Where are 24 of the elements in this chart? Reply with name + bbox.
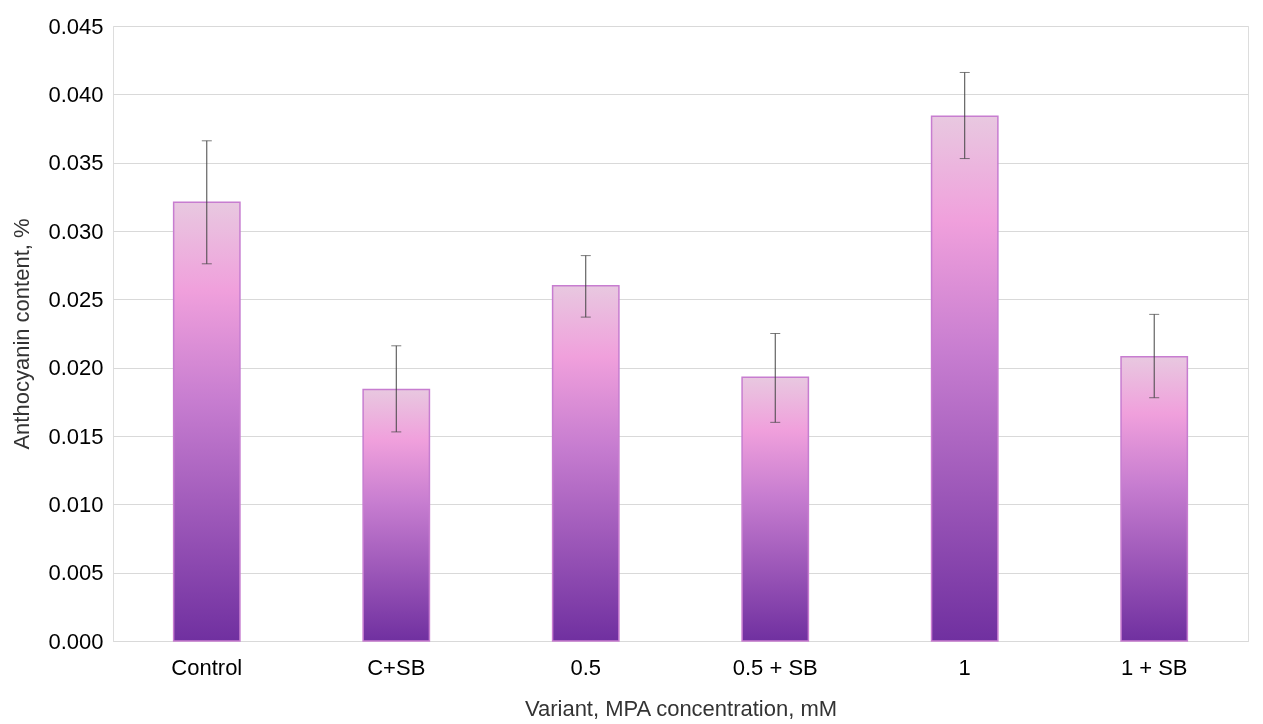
x-tick-label: 0.5 + SB	[732, 654, 818, 680]
bar	[741, 376, 810, 642]
y-tick-label: 0.010	[48, 491, 104, 517]
y-tick-label: 0.000	[48, 628, 104, 654]
bar	[930, 115, 999, 642]
y-axis-title: Anthocyanin content, %	[9, 218, 35, 450]
y-tick-label: 0.025	[48, 286, 104, 312]
x-tick-label: 1 + SB	[1120, 654, 1188, 680]
y-tick-label: 0.035	[48, 150, 104, 176]
x-tick-label: 1	[958, 654, 971, 680]
y-tick-label: 0.045	[48, 13, 104, 39]
x-tick-label: 0.5	[570, 654, 602, 680]
y-tick-label: 0.015	[48, 423, 104, 449]
y-tick-label: 0.040	[48, 81, 104, 107]
bar	[1120, 355, 1189, 642]
y-tick-label: 0.005	[48, 560, 104, 586]
y-tick-label: 0.020	[48, 355, 104, 381]
x-tick-label: Control	[171, 654, 243, 680]
x-axis-title: Variant, MPA concentration, mM	[524, 695, 838, 721]
x-tick-label: C+SB	[367, 654, 426, 680]
bar	[551, 284, 620, 642]
bar	[172, 201, 241, 642]
y-tick-label: 0.030	[48, 218, 104, 244]
bar	[362, 388, 431, 642]
